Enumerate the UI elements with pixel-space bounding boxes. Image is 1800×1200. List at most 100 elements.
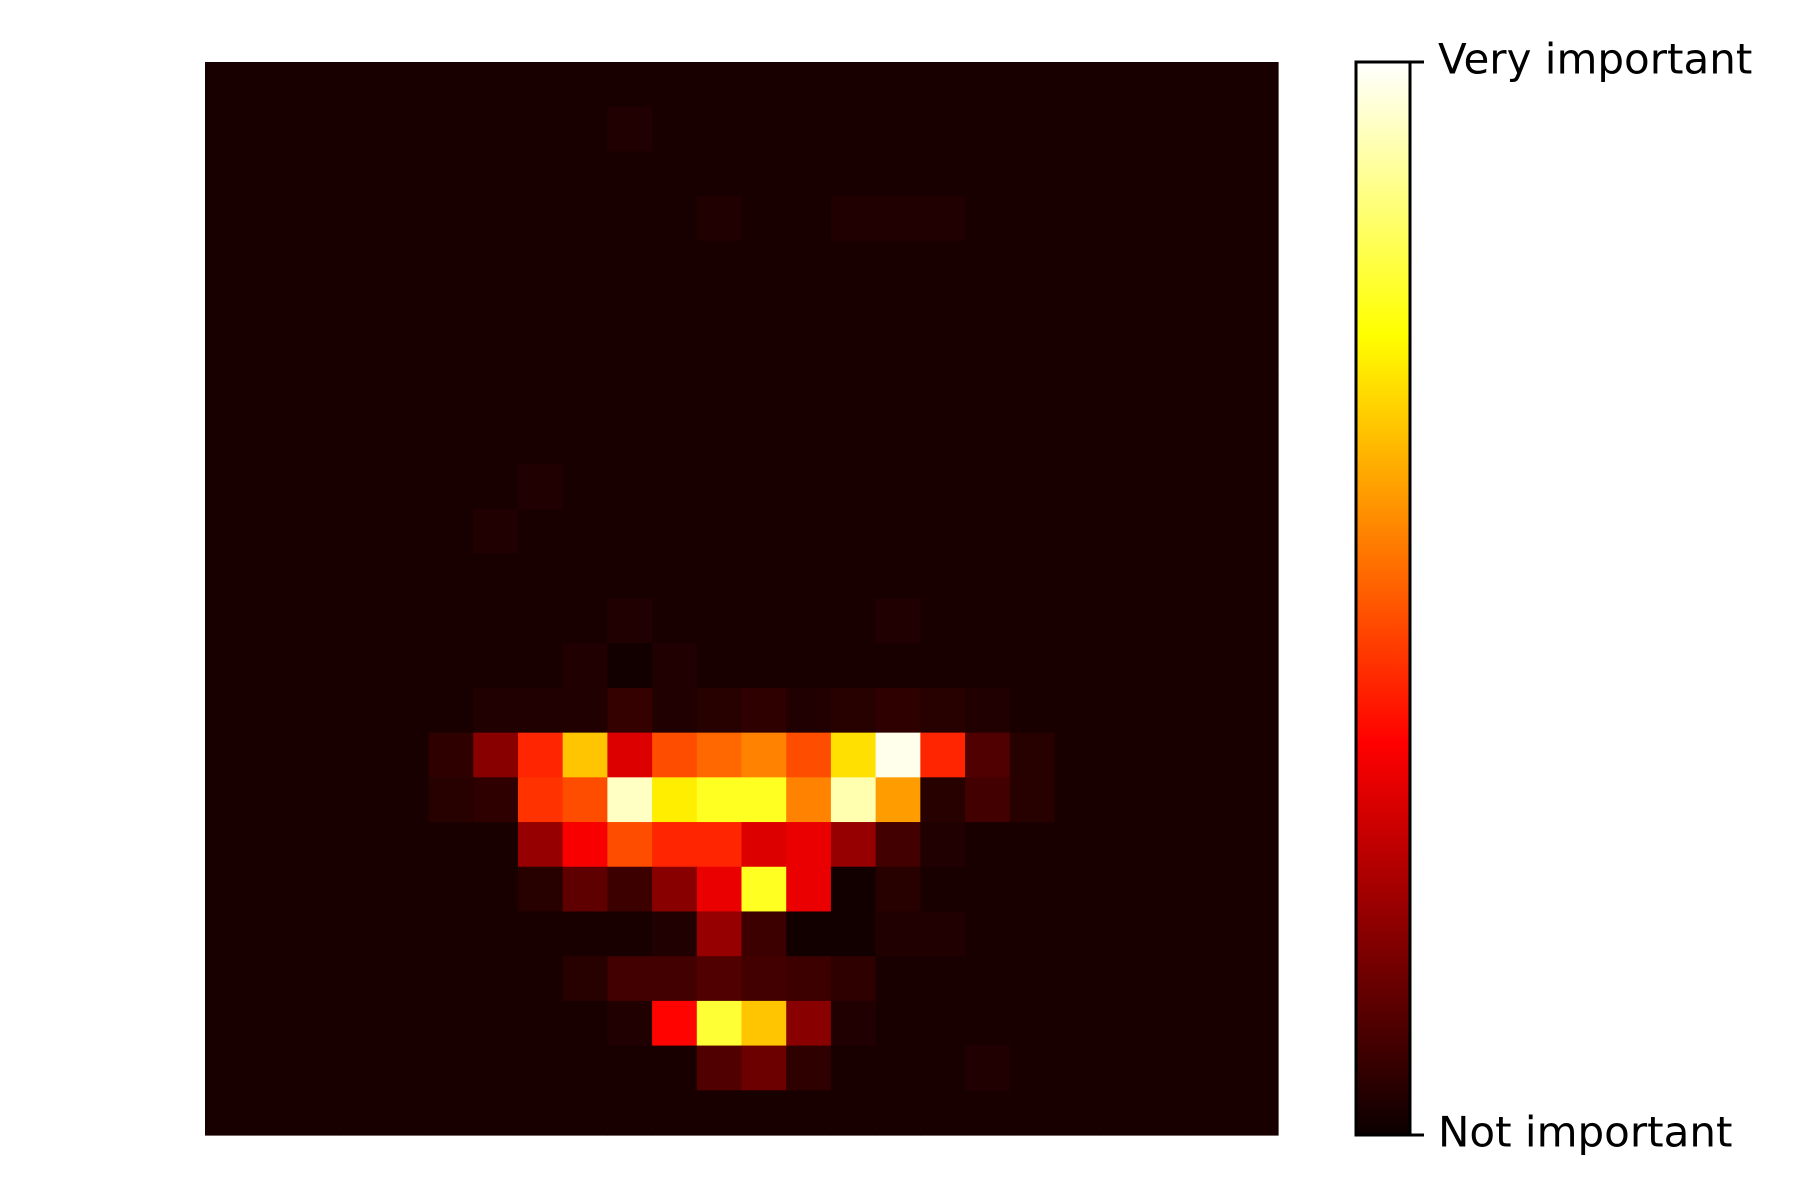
heatmap-cell xyxy=(249,419,296,465)
heatmap-cell xyxy=(1188,509,1234,555)
heatmap-cell xyxy=(473,285,519,331)
heatmap-cell xyxy=(383,330,430,376)
heatmap-cell xyxy=(1188,1045,1234,1091)
heatmap-cell xyxy=(383,419,430,465)
heatmap-cell xyxy=(428,956,474,1002)
heatmap-cell xyxy=(1099,285,1145,331)
heatmap-cell xyxy=(428,196,474,242)
heatmap-cell xyxy=(920,598,966,644)
heatmap-cell xyxy=(205,643,251,689)
heatmap-cell xyxy=(1054,419,1100,465)
heatmap-cell xyxy=(1188,866,1234,913)
heatmap-cell xyxy=(920,285,966,331)
heatmap-cell xyxy=(1143,1000,1190,1047)
heatmap-cell xyxy=(339,643,385,689)
heatmap-cell xyxy=(920,732,966,778)
heatmap-cell xyxy=(1009,911,1056,957)
heatmap-cell xyxy=(920,62,966,108)
heatmap-cell xyxy=(473,643,519,689)
heatmap-cell xyxy=(1188,62,1234,108)
heatmap-cell xyxy=(652,687,698,734)
heatmap-cell xyxy=(205,956,251,1002)
heatmap-cell xyxy=(428,1000,474,1047)
heatmap-cell xyxy=(562,553,608,600)
heatmap-cell xyxy=(652,1045,698,1091)
heatmap-cell xyxy=(205,1090,251,1136)
heatmap-cell xyxy=(428,509,474,555)
heatmap-cell xyxy=(1233,956,1279,1002)
heatmap-cell xyxy=(830,240,877,287)
heatmap-cell xyxy=(696,1090,743,1136)
heatmap-cell xyxy=(607,106,653,153)
heatmap-cell xyxy=(830,419,877,465)
heatmap-cell xyxy=(1009,643,1056,689)
heatmap-cell xyxy=(830,866,877,913)
heatmap-cell xyxy=(1009,553,1056,600)
heatmap-cell xyxy=(473,374,519,421)
heatmap-cell xyxy=(562,1090,608,1136)
heatmap-cell xyxy=(696,553,743,600)
heatmap-cell xyxy=(786,866,832,913)
heatmap-cell xyxy=(607,330,653,376)
heatmap-cell xyxy=(1009,777,1056,823)
heatmap-cell xyxy=(1099,732,1145,778)
heatmap-cell xyxy=(830,62,877,108)
heatmap-cell xyxy=(1054,1045,1100,1091)
heatmap-cell xyxy=(1188,1090,1234,1136)
heatmap-cell xyxy=(741,196,787,242)
heatmap-cell xyxy=(517,330,564,376)
heatmap-cell xyxy=(875,419,921,465)
heatmap-cell xyxy=(1188,285,1234,331)
heatmap-cell xyxy=(383,553,430,600)
heatmap-cell xyxy=(875,62,921,108)
heatmap-cell xyxy=(652,1090,698,1136)
heatmap-cell xyxy=(875,1045,921,1091)
heatmap-cell xyxy=(652,106,698,153)
heatmap-cell xyxy=(830,106,877,153)
heatmap-cell xyxy=(562,1045,608,1091)
heatmap-cell xyxy=(920,1045,966,1091)
heatmap-cell xyxy=(875,1090,921,1136)
heatmap-cell xyxy=(1099,196,1145,242)
heatmap-cell xyxy=(294,509,340,555)
heatmap-cell xyxy=(1054,464,1100,510)
heatmap-cell xyxy=(696,374,743,421)
heatmap-cell xyxy=(741,643,787,689)
heatmap-cell xyxy=(383,777,430,823)
heatmap-cell xyxy=(965,1045,1011,1091)
heatmap-cell xyxy=(696,643,743,689)
heatmap-cell xyxy=(696,598,743,644)
heatmap-cell xyxy=(875,240,921,287)
heatmap-cell xyxy=(562,330,608,376)
heatmap-cell xyxy=(294,285,340,331)
heatmap-cell xyxy=(562,62,608,108)
heatmap-cell xyxy=(965,62,1011,108)
heatmap-cell xyxy=(1233,330,1279,376)
heatmap-cell xyxy=(383,911,430,957)
heatmap-cell xyxy=(875,911,921,957)
heatmap-cell xyxy=(1099,62,1145,108)
heatmap-cell xyxy=(607,777,653,823)
heatmap-cell xyxy=(339,330,385,376)
heatmap-cell xyxy=(1099,1090,1145,1136)
heatmap-cell xyxy=(1099,643,1145,689)
heatmap-cell xyxy=(741,598,787,644)
heatmap-cell xyxy=(696,330,743,376)
heatmap-cell xyxy=(517,956,564,1002)
heatmap-cell xyxy=(741,911,787,957)
heatmap-cell xyxy=(1188,419,1234,465)
heatmap-cell xyxy=(383,509,430,555)
heatmap-cell xyxy=(652,240,698,287)
heatmap-cell xyxy=(1009,1000,1056,1047)
heatmap-cell xyxy=(339,464,385,510)
heatmap-cell xyxy=(249,240,296,287)
heatmap-cell xyxy=(205,1000,251,1047)
heatmap-cell xyxy=(965,553,1011,600)
heatmap-cell xyxy=(830,822,877,868)
heatmap-cell xyxy=(205,240,251,287)
heatmap-cell xyxy=(607,866,653,913)
heatmap-cell xyxy=(920,1000,966,1047)
heatmap-cell xyxy=(294,1045,340,1091)
heatmap-cell xyxy=(830,285,877,331)
heatmap-cell xyxy=(428,374,474,421)
